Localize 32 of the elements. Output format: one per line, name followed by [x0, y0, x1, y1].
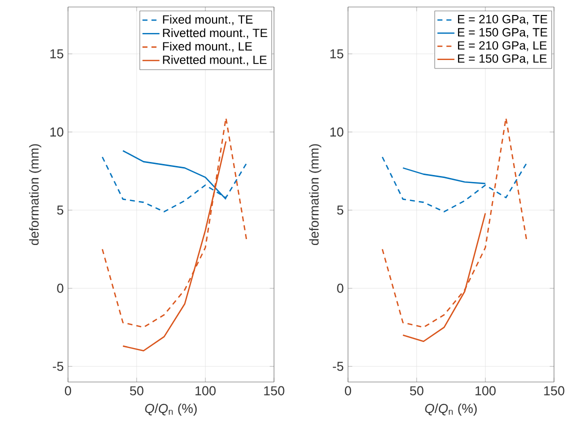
y-tick-label: 15 [50, 49, 64, 58]
x-tick-label: 100 [476, 386, 496, 396]
line-series [382, 156, 528, 212]
y-tick-label: 0 [57, 284, 64, 293]
y-tick-label: 5 [337, 206, 344, 215]
legend-label: Fixed mount., TE [163, 14, 253, 26]
x-axis-title: Q/Q$_{n}$ (%) [145, 404, 197, 416]
legend-label: E = 210 GPa, LE [458, 41, 547, 52]
x-tick-label: 50 [410, 386, 424, 396]
line-series [402, 167, 486, 184]
y-tick-label: 10 [330, 127, 344, 137]
legend-label: Rivetted mount., TE [163, 28, 268, 39]
legend-label: Rivetted mount., LE [163, 55, 267, 66]
x-axis-title: Q/Q$_{n}$ (%) [425, 404, 477, 416]
legend-label: E = 150 GPa, LE [458, 54, 547, 64]
y-tick-label: 5 [57, 206, 64, 215]
x-tick-label: 150 [544, 386, 564, 396]
y-axis-title: deformation (mm) [309, 144, 322, 246]
x-tick-label: 100 [196, 386, 216, 396]
y-tick-label: 0 [337, 284, 344, 293]
legend-label: E = 150 GPa, TE [458, 28, 548, 38]
x-tick-label: 0 [344, 386, 352, 396]
legend-label: E = 210 GPa, TE [458, 14, 548, 25]
x-tick-label: 150 [264, 386, 284, 396]
legend-label: Fixed mount., LE [163, 42, 252, 52]
x-tick-label: 50 [130, 386, 144, 396]
y-tick-label: 10 [50, 127, 64, 137]
x-tick-label: 0 [64, 386, 72, 396]
y-tick-label: -5 [52, 362, 64, 371]
y-tick-label: -5 [332, 362, 344, 371]
y-axis-title: deformation (mm) [29, 144, 42, 246]
y-tick-label: 15 [330, 49, 344, 58]
